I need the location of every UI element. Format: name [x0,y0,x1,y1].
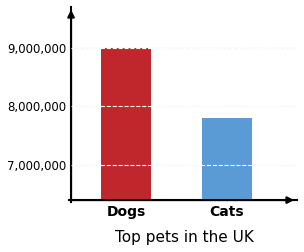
X-axis label: Top pets in the UK: Top pets in the UK [115,230,254,245]
Bar [101,48,151,252]
Bar [202,118,252,252]
